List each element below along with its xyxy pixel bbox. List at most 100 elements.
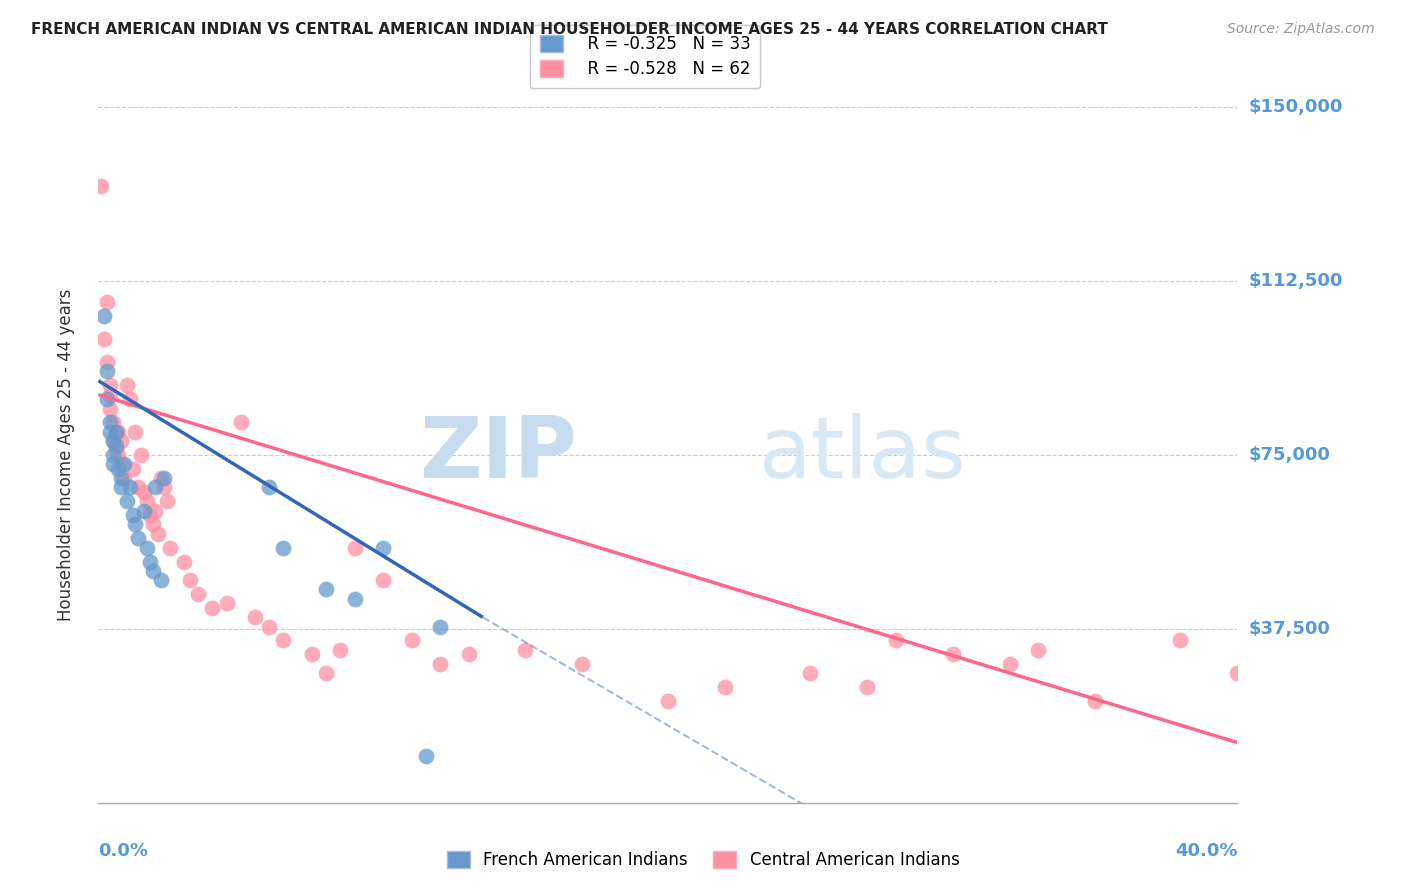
Text: ZIP: ZIP [419,413,576,497]
Point [1170,633,1192,648]
Point [107,448,129,462]
Point [571,657,593,671]
Point [153,480,176,494]
Point [121,508,143,523]
Point [429,657,451,671]
Point [1084,694,1107,708]
Point [110,457,132,471]
Point [101,434,124,448]
Point [998,657,1021,671]
Point [104,443,127,458]
Point [856,680,879,694]
Point [657,694,679,708]
Point [112,457,135,471]
Point [714,680,737,694]
Point [243,610,266,624]
Point [1226,665,1249,680]
Point [101,457,124,471]
Point [229,416,252,430]
Text: $112,500: $112,500 [1249,272,1343,290]
Point [201,601,224,615]
Y-axis label: Householder Income Ages 25 - 44 years: Householder Income Ages 25 - 44 years [56,289,75,621]
Point [173,555,195,569]
Point [153,471,176,485]
Point [101,448,124,462]
Point [942,648,965,662]
Point [93,309,115,323]
Point [259,619,281,633]
Point [156,494,179,508]
Point [124,517,146,532]
Point [110,480,132,494]
Point [150,573,173,587]
Point [145,503,167,517]
Point [159,541,181,555]
Point [118,480,141,494]
Point [187,587,209,601]
Point [145,480,167,494]
Point [101,416,124,430]
Point [273,541,295,555]
Point [96,355,118,369]
Point [129,448,152,462]
Point [343,541,366,555]
Point [135,494,157,508]
Point [150,471,173,485]
Point [429,619,451,633]
Text: $37,500: $37,500 [1249,620,1330,638]
Point [141,517,163,532]
Point [96,364,118,378]
Text: atlas: atlas [759,413,967,497]
Point [273,633,295,648]
Text: FRENCH AMERICAN INDIAN VS CENTRAL AMERICAN INDIAN HOUSEHOLDER INCOME AGES 25 - 4: FRENCH AMERICAN INDIAN VS CENTRAL AMERIC… [31,22,1108,37]
Point [124,425,146,439]
Point [259,480,281,494]
Point [215,596,238,610]
Point [373,541,395,555]
Point [93,332,115,346]
Point [373,573,395,587]
Point [115,494,138,508]
Point [315,665,337,680]
Point [179,573,201,587]
Point [118,392,141,407]
Point [315,582,337,597]
Point [138,508,160,523]
Text: 40.0%: 40.0% [1175,842,1237,860]
Point [127,480,149,494]
Point [127,532,149,546]
Point [107,425,129,439]
Point [90,178,112,193]
Point [96,392,118,407]
Point [98,378,121,392]
Point [329,642,352,657]
Text: 0.0%: 0.0% [98,842,149,860]
Point [98,387,121,401]
Text: Source: ZipAtlas.com: Source: ZipAtlas.com [1227,22,1375,37]
Text: $150,000: $150,000 [1249,98,1343,116]
Point [98,425,121,439]
Point [343,591,366,606]
Point [457,648,479,662]
Point [121,462,143,476]
Point [98,401,121,416]
Point [301,648,323,662]
Point [96,294,118,309]
Point [104,439,127,453]
Point [415,749,437,764]
Point [112,471,135,485]
Legend: French American Indians, Central American Indians: French American Indians, Central America… [437,841,969,880]
Point [135,541,157,555]
Point [104,425,127,439]
Point [138,555,160,569]
Point [107,462,129,476]
Point [132,485,155,500]
Point [110,471,132,485]
Point [401,633,423,648]
Point [148,526,170,541]
Point [884,633,907,648]
Point [101,434,124,448]
Point [799,665,821,680]
Point [141,564,163,578]
Text: $75,000: $75,000 [1249,446,1330,464]
